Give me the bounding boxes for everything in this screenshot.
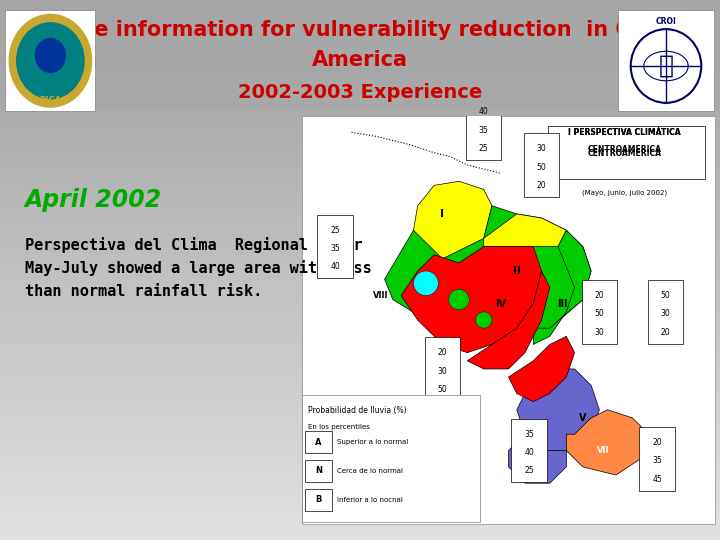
Text: Superior a lo normal: Superior a lo normal — [337, 440, 408, 445]
Text: Inferior a lo nocnal: Inferior a lo nocnal — [337, 496, 403, 503]
Text: 20: 20 — [536, 181, 546, 190]
Text: 50: 50 — [438, 385, 447, 394]
Text: 35: 35 — [330, 244, 340, 253]
Polygon shape — [508, 434, 567, 483]
Text: 50: 50 — [536, 163, 546, 172]
Circle shape — [413, 271, 438, 295]
Text: 25: 25 — [524, 467, 534, 475]
Text: 2002-2003 Experience: 2002-2003 Experience — [238, 83, 482, 102]
Polygon shape — [534, 230, 591, 345]
Circle shape — [35, 39, 66, 72]
Circle shape — [9, 15, 91, 107]
Text: Cerca de lo normal: Cerca de lo normal — [337, 468, 403, 474]
Text: I PERSPECTIVA CLIMÁTICA: I PERSPECTIVA CLIMÁTICA — [568, 128, 680, 137]
Text: 30: 30 — [660, 309, 670, 319]
Text: 45: 45 — [652, 475, 662, 484]
FancyBboxPatch shape — [466, 97, 501, 160]
Polygon shape — [517, 369, 599, 450]
Bar — [302, 116, 715, 524]
Text: CENTROAMERICA: CENTROAMERICA — [587, 148, 661, 158]
Text: 40: 40 — [524, 448, 534, 457]
Text: 30: 30 — [438, 367, 447, 375]
Text: April 2002: April 2002 — [25, 188, 162, 212]
Text: (Mayo, junio, julio 2002): (Mayo, junio, julio 2002) — [582, 190, 667, 196]
FancyBboxPatch shape — [511, 418, 547, 482]
Text: 35: 35 — [652, 456, 662, 465]
Text: 35: 35 — [479, 126, 489, 135]
Text: B: B — [315, 495, 322, 504]
Text: I: I — [441, 209, 444, 219]
Text: than normal rainfall risk.: than normal rainfall risk. — [25, 284, 262, 299]
Text: 20: 20 — [438, 348, 447, 357]
Text: 🌐: 🌐 — [659, 54, 673, 78]
Circle shape — [17, 23, 84, 99]
Text: 25: 25 — [479, 144, 489, 153]
Polygon shape — [484, 214, 567, 247]
FancyBboxPatch shape — [548, 126, 705, 179]
Text: VIII: VIII — [373, 291, 388, 300]
Text: Climate information for vulnerability reduction  in Central: Climate information for vulnerability re… — [19, 20, 701, 40]
FancyBboxPatch shape — [582, 280, 617, 343]
Circle shape — [631, 29, 701, 103]
Text: A: A — [315, 438, 322, 447]
Text: 20: 20 — [595, 291, 604, 300]
Circle shape — [475, 312, 492, 328]
FancyBboxPatch shape — [305, 460, 332, 482]
FancyBboxPatch shape — [523, 133, 559, 197]
Text: 50: 50 — [660, 291, 670, 300]
Text: CENTROAMERICA: CENTROAMERICA — [587, 145, 661, 153]
Text: 50: 50 — [595, 309, 604, 319]
Text: 30: 30 — [536, 144, 546, 153]
Text: II: II — [513, 266, 521, 276]
Text: V: V — [579, 413, 587, 423]
Circle shape — [449, 289, 469, 310]
FancyBboxPatch shape — [305, 431, 332, 454]
Text: 40: 40 — [330, 262, 340, 272]
Text: 40: 40 — [479, 107, 489, 117]
Text: VII: VII — [598, 446, 610, 455]
Text: I PERSPECTIVA CLIMÁTICA: I PERSPECTIVA CLIMÁTICA — [568, 128, 680, 137]
Text: May-July showed a large area with less: May-July showed a large area with less — [25, 260, 372, 276]
FancyBboxPatch shape — [648, 280, 683, 343]
FancyBboxPatch shape — [305, 489, 332, 510]
Text: 20: 20 — [652, 438, 662, 447]
Polygon shape — [384, 206, 591, 345]
FancyBboxPatch shape — [639, 427, 675, 490]
Text: Perspectiva del Clima  Regional   for: Perspectiva del Clima Regional for — [25, 237, 363, 253]
Text: 30: 30 — [595, 328, 604, 337]
FancyBboxPatch shape — [425, 337, 460, 401]
Text: RICA: RICA — [40, 96, 61, 105]
Bar — [0, 0, 720, 110]
Text: 20: 20 — [661, 328, 670, 337]
Polygon shape — [508, 336, 575, 402]
Text: 25: 25 — [330, 226, 340, 235]
Text: CROI: CROI — [656, 17, 676, 25]
Text: En los percentiles: En los percentiles — [308, 424, 370, 430]
Text: N: N — [315, 467, 322, 475]
Text: III: III — [557, 299, 567, 309]
Polygon shape — [413, 181, 492, 259]
Polygon shape — [401, 247, 541, 353]
Polygon shape — [467, 271, 550, 369]
Polygon shape — [567, 410, 649, 475]
Text: IV: IV — [495, 299, 505, 309]
FancyBboxPatch shape — [302, 395, 480, 522]
FancyBboxPatch shape — [318, 215, 353, 279]
Text: 35: 35 — [524, 430, 534, 438]
Text: America: America — [312, 50, 408, 70]
Text: Probabilidad de lluvia (%): Probabilidad de lluvia (%) — [308, 406, 407, 415]
